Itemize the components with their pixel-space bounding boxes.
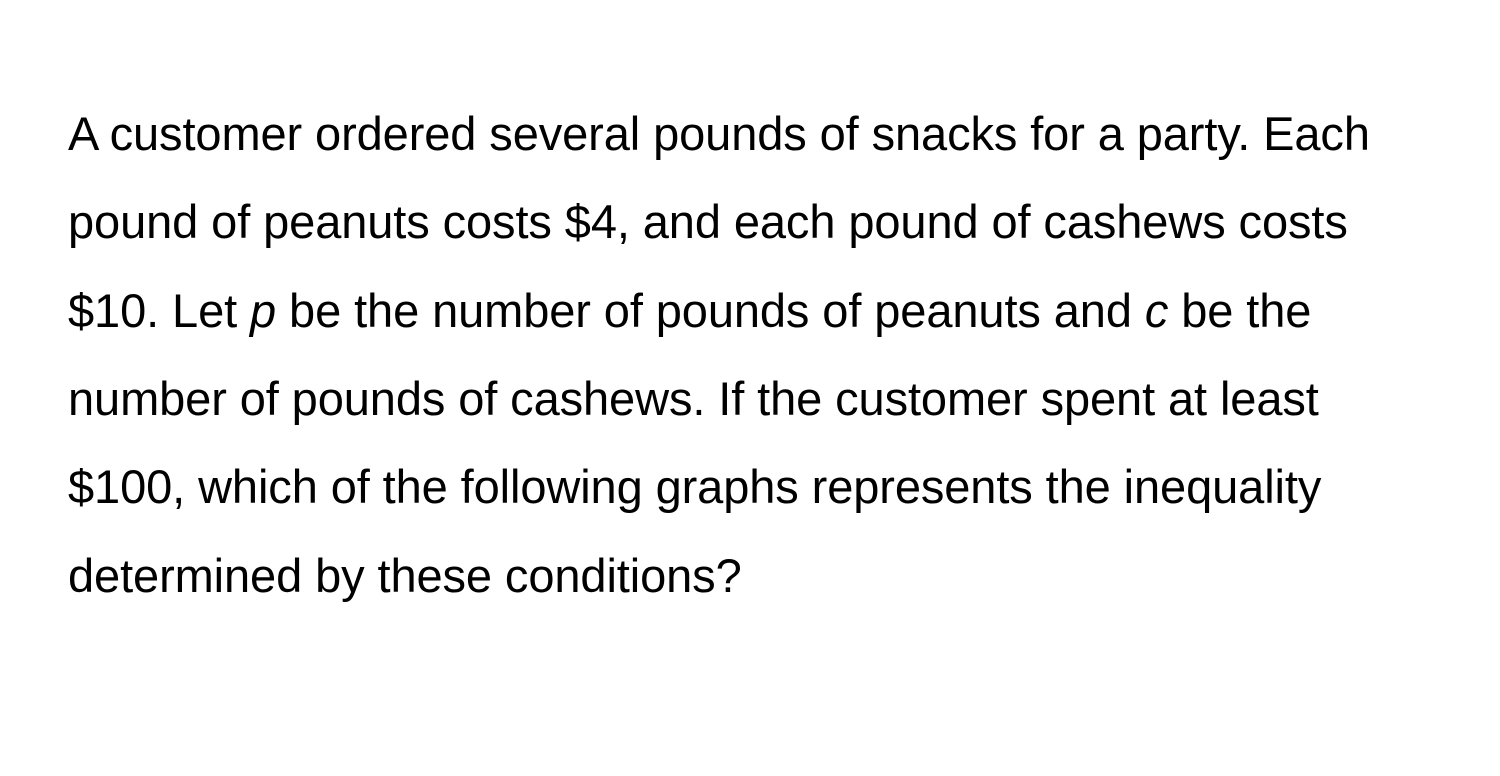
problem-text-part2: be the number of pounds of peanuts and: [276, 284, 1145, 337]
variable-c: c: [1145, 284, 1168, 337]
problem-statement: A customer ordered several pounds of sna…: [68, 90, 1432, 620]
variable-p: p: [250, 284, 276, 337]
